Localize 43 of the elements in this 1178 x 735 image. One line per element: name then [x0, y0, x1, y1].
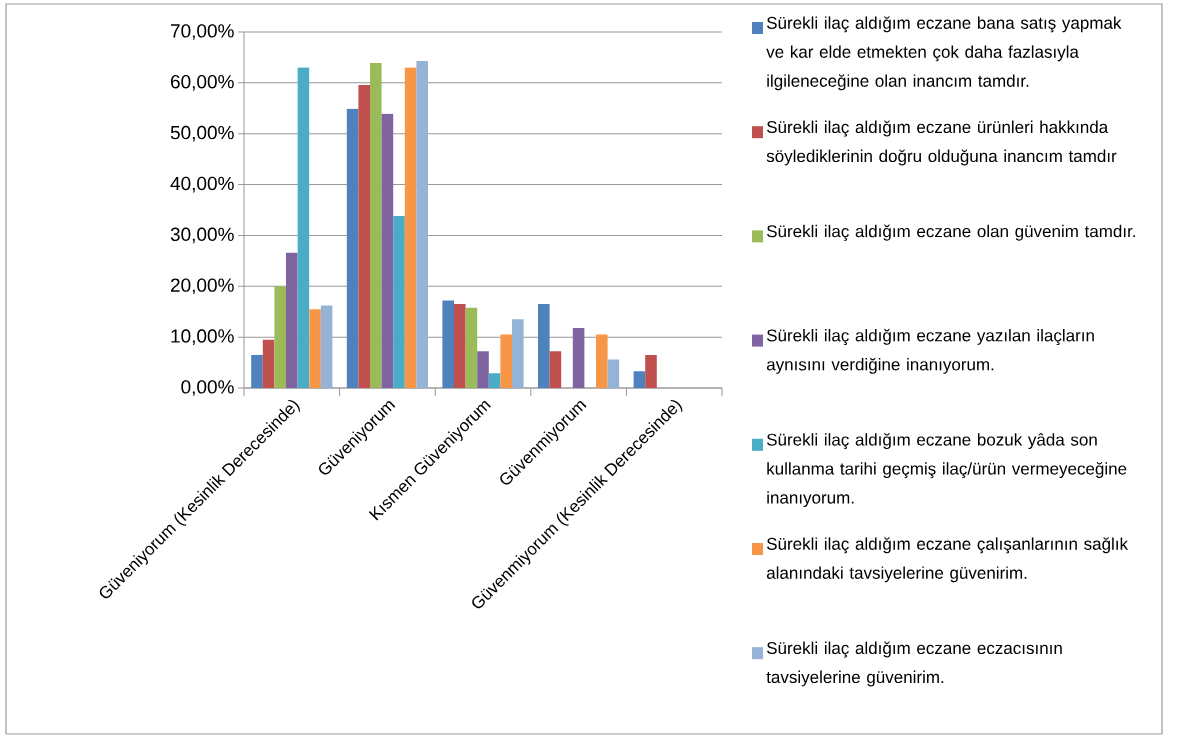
bar	[370, 63, 382, 388]
bar	[477, 351, 489, 388]
bar	[320, 305, 333, 388]
bar	[297, 67, 310, 388]
legend-label: Sürekli ilaç aldığım eczane ürünleri hakkında söylediklerinin doğru olduğuna inancım tamdır	[766, 120, 1117, 166]
bar	[454, 304, 466, 388]
legend-label: Sürekli ilaç aldığım eczane olan güvenim tamdır.	[766, 224, 1135, 241]
bar	[512, 319, 524, 388]
bar	[404, 67, 417, 388]
y-tick-label: 40,00%	[170, 176, 234, 193]
bar	[465, 307, 478, 388]
bar	[274, 286, 287, 388]
y-tick-label: 10,00%	[171, 329, 234, 345]
bar	[251, 354, 263, 388]
y-tick-label: 20,00%	[170, 278, 234, 295]
legend-label: Sürekli ilaç aldığım eczane çalışanlarının sağlık alanındaki tavsiyelerine güvenirim.	[766, 537, 1129, 583]
bar	[358, 84, 370, 388]
legend-label: Sürekli ilaç aldığım eczane yazılan ilaçların aynısını verdiğine inanıyorum.	[766, 328, 1094, 374]
y-tick-label: 50,00%	[170, 125, 234, 142]
legend-label: Sürekli ilaç aldığım eczane bozuk yâda son kullanma tarihi geçmiş ilaç/ürün vermeyeceğine inanıyorum.	[766, 432, 1127, 508]
bar	[442, 300, 454, 388]
y-tick-label: 30,00%	[170, 227, 234, 244]
bar	[286, 252, 298, 388]
bar	[381, 113, 394, 388]
bar	[488, 373, 501, 388]
bar	[346, 108, 359, 388]
bar	[500, 334, 512, 388]
bar	[572, 327, 585, 388]
bar	[633, 371, 646, 388]
bar	[596, 334, 608, 388]
bar	[549, 351, 562, 388]
bar	[607, 359, 620, 388]
bar	[645, 354, 657, 388]
y-tick-label: 0,00%	[181, 380, 234, 396]
legend-label: Sürekli ilaç aldığım eczane eczacısının tavsiyelerine güvenirim.	[766, 641, 1062, 687]
bar	[309, 309, 321, 388]
bar	[262, 339, 275, 388]
bar	[416, 60, 428, 388]
y-tick-label: 60,00%	[170, 75, 234, 91]
bar	[393, 216, 405, 388]
legend-label: Sürekli ilaç aldığım eczane bana satış yapmak ve kar elde etmekten çok daha fazlasıyla ilgileneceğine olan inancım tamdır.	[766, 16, 1122, 91]
bar	[538, 304, 550, 388]
y-tick-label: 70,00%	[171, 24, 234, 40]
